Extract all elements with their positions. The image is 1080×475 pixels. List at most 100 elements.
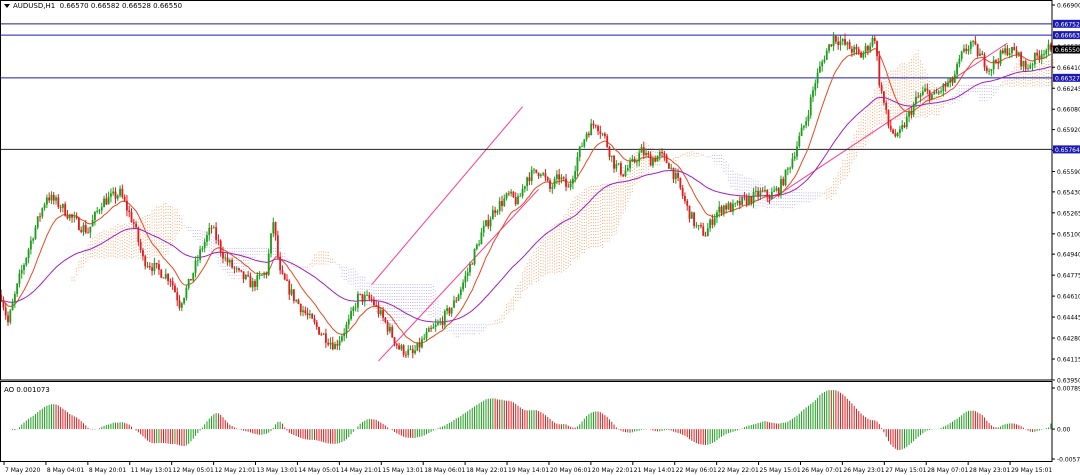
- candle-body: [830, 44, 833, 47]
- candle-body: [286, 279, 288, 281]
- candle-body: [334, 344, 336, 350]
- candle-body: [560, 177, 563, 180]
- candle-body: [324, 333, 327, 343]
- candle-body: [315, 322, 318, 327]
- candle-body: [389, 326, 391, 332]
- x-tick-label: 8 May 04:01: [47, 467, 85, 474]
- candle-body: [185, 287, 188, 298]
- candle-body: [283, 273, 286, 280]
- candle-body: [642, 147, 645, 156]
- candle-body: [48, 197, 51, 201]
- candle-body: [718, 206, 721, 213]
- candle-body: [489, 219, 492, 227]
- candle-body: [912, 103, 915, 115]
- candle-body: [688, 205, 691, 219]
- candle-body: [144, 256, 147, 267]
- candle-body: [414, 350, 416, 354]
- candle-body: [967, 48, 970, 52]
- candle-body: [322, 333, 325, 335]
- candle-body: [729, 203, 732, 212]
- candle-body: [800, 127, 803, 137]
- candle-body: [496, 210, 499, 213]
- candle-body: [43, 204, 46, 209]
- candle-body: [201, 248, 204, 250]
- candle-body: [215, 227, 218, 240]
- candle-body: [146, 266, 149, 267]
- candle-body: [647, 152, 650, 155]
- candle-body: [77, 218, 80, 231]
- candle-body: [636, 161, 638, 163]
- candle-body: [613, 155, 615, 169]
- candle-body: [336, 344, 339, 346]
- candle-body: [238, 268, 240, 271]
- candle-body: [638, 152, 641, 162]
- ao-tick-label: 0.00: [1057, 427, 1071, 434]
- y-tick-label: 0.65920: [1057, 127, 1080, 134]
- y-tick-label: 0.65265: [1057, 210, 1080, 217]
- candle-body: [510, 191, 513, 194]
- candle-body: [354, 307, 357, 309]
- candle-body: [112, 191, 115, 194]
- x-tick-label: 26 May 07:01: [801, 467, 842, 474]
- candle-body: [985, 67, 988, 72]
- candle-body: [503, 198, 506, 206]
- ao-frame: [0, 381, 1053, 462]
- candle-body: [1029, 65, 1032, 69]
- y-tick-label: 0.66410: [1057, 65, 1080, 72]
- candle-body: [901, 125, 904, 130]
- candle-body: [944, 84, 947, 87]
- candle-body: [443, 310, 446, 326]
- candle-body: [931, 94, 933, 100]
- candle-body: [464, 275, 467, 283]
- candle-body: [7, 315, 9, 323]
- level-tag-bg: [1053, 19, 1080, 28]
- candle-body: [704, 235, 707, 237]
- candle-body: [242, 271, 245, 280]
- candle-body: [482, 225, 485, 233]
- candle-body: [505, 193, 508, 199]
- candle-body: [356, 293, 359, 308]
- candle-body: [519, 195, 522, 197]
- candle-body: [430, 328, 433, 330]
- candle-body: [583, 139, 586, 147]
- candle-body: [279, 256, 282, 271]
- candle-body: [645, 152, 647, 156]
- candle-body: [439, 321, 442, 323]
- candle-body: [57, 197, 60, 207]
- candle-body: [411, 349, 414, 354]
- candle-body: [784, 169, 787, 186]
- candle-body: [782, 178, 785, 186]
- candle-body: [809, 97, 812, 116]
- candle-body: [16, 283, 19, 294]
- candle-body: [844, 39, 846, 45]
- candle-body: [805, 121, 808, 126]
- candle-body: [308, 313, 311, 316]
- x-tick-label: 14 May 21:01: [340, 467, 381, 474]
- candle-body: [178, 300, 181, 308]
- candle-body: [981, 53, 984, 55]
- x-tick-label: 14 May 05:01: [298, 467, 339, 474]
- x-tick-label: 12 May 05:01: [173, 467, 214, 474]
- candle-body: [825, 50, 828, 60]
- dropdown-triangle-icon[interactable]: [4, 4, 10, 8]
- candle-body: [562, 177, 565, 179]
- candle-body: [25, 257, 28, 265]
- candle-body: [313, 318, 316, 323]
- candle-body: [210, 227, 213, 229]
- candle-body: [530, 170, 533, 182]
- candle-body: [29, 240, 32, 250]
- candle-body: [738, 200, 741, 206]
- candle-body: [71, 214, 73, 218]
- level-tag: 0.65764: [1055, 147, 1080, 154]
- candle-body: [1031, 64, 1034, 66]
- candle-body: [249, 276, 252, 288]
- candle-body: [340, 336, 343, 341]
- candle-body: [1006, 48, 1009, 55]
- candle-body: [498, 201, 501, 211]
- candle-body: [1043, 54, 1045, 55]
- level-tag-bg: [1053, 73, 1080, 82]
- candle-body: [672, 167, 675, 180]
- candle-body: [841, 39, 844, 42]
- candle-body: [462, 282, 465, 290]
